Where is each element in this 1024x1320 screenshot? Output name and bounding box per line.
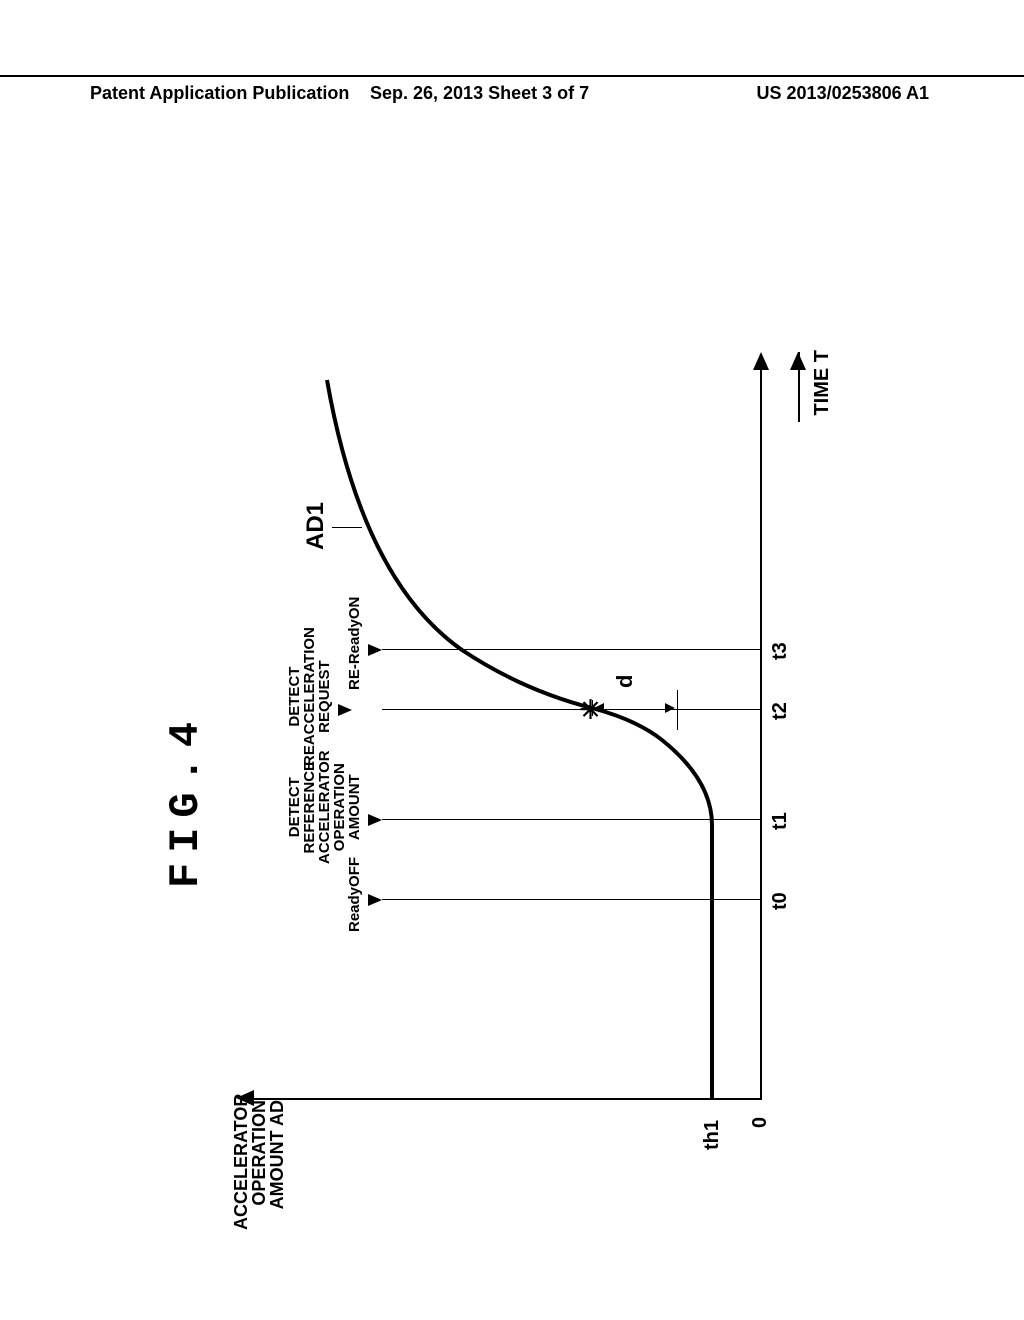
vline-t0 — [382, 899, 762, 900]
header-right: US 2013/0253806 A1 — [757, 83, 929, 104]
curve-label-ad1: AD1 — [302, 502, 330, 550]
xtick-t1: t1 — [769, 812, 792, 830]
header-center: Sep. 26, 2013 Sheet 3 of 7 — [370, 83, 589, 104]
xtick-t0: t0 — [769, 892, 792, 910]
event-label-ready_off: ReadyOFF — [347, 857, 362, 932]
d-arrow-up-icon — [594, 703, 604, 713]
x-axis-label: TIME T — [811, 350, 834, 416]
event-label-detect_ref: DETECT REFERENCE ACCELERATOR OPERATION A… — [287, 750, 362, 864]
event-arrow-ready_off-icon — [368, 894, 382, 906]
d-bracket-top — [592, 700, 593, 716]
event-arrow-re_ready_on-icon — [368, 644, 382, 656]
vline-t2 — [382, 709, 762, 710]
figure-title: FIG.4 — [162, 712, 210, 888]
event-label-re_ready_on: RE-ReadyON — [347, 597, 362, 690]
plot-area: ACCELERATOR OPERATION AMOUNT AD TIME T 0… — [242, 360, 762, 1160]
figure-4: FIG.4 ACCELERATOR OPERATION AMOUNT AD TI… — [0, 160, 1024, 1260]
d-arrow-down-icon — [665, 703, 675, 713]
header-left: Patent Application Publication — [90, 83, 349, 104]
d-label: d — [612, 675, 638, 688]
page-header: Patent Application Publication Sep. 26, … — [0, 75, 1024, 81]
event-arrow-detect_ref-icon — [368, 814, 382, 826]
event-label-detect_reacc: DETECT REACCELERATION REQUEST — [287, 627, 332, 766]
event-arrow-detect_reacc-icon — [338, 704, 352, 716]
vline-t1 — [382, 819, 762, 820]
d-baseline-tick — [677, 690, 678, 730]
time-arrow-icon — [790, 352, 806, 370]
ad1-leader-line — [332, 527, 362, 528]
vline-t3 — [382, 649, 762, 650]
xtick-t2: t2 — [769, 702, 792, 720]
xtick-t3: t3 — [769, 642, 792, 660]
